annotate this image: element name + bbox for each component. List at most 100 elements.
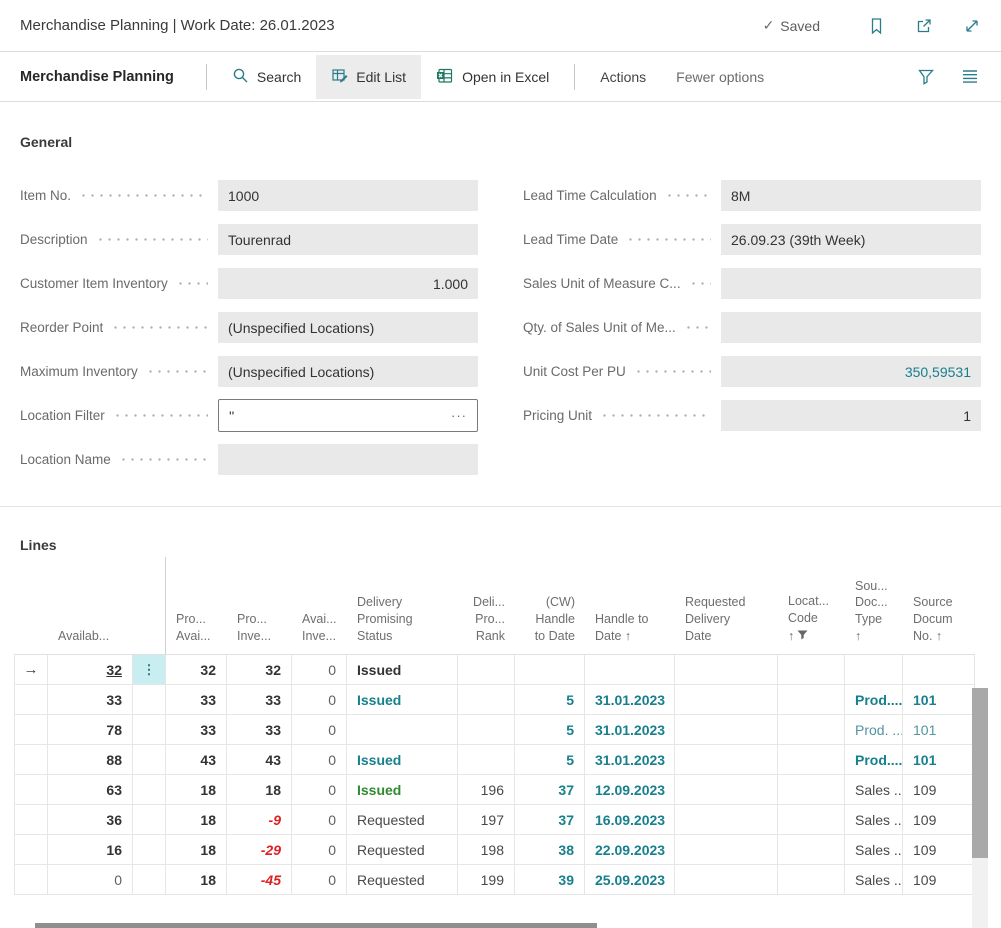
cell-cw-handle-to-date[interactable]: 37	[515, 805, 585, 835]
unit-cost-per-pu-value[interactable]: 350,59531	[721, 356, 981, 387]
cell-selector[interactable]	[14, 685, 48, 715]
cell-requested-delivery-date[interactable]	[675, 835, 778, 865]
actions-menu[interactable]: Actions	[600, 68, 647, 85]
reorder-point-value[interactable]: (Unspecified Locations)	[218, 312, 478, 343]
cell-delivery-promising-status[interactable]: Requested	[347, 835, 458, 865]
cell-location-code[interactable]	[778, 715, 845, 745]
cell-source-doc-type[interactable]: Sales ...	[845, 865, 903, 895]
sales-unit-of-measure-value[interactable]	[721, 268, 981, 299]
filter-icon[interactable]	[917, 68, 935, 85]
cell-delivery-promising-status[interactable]: Issued	[347, 655, 458, 685]
column-header-source-doc-no[interactable]: Source Docum No. ↑	[903, 557, 975, 655]
cell-cw-handle-to-date[interactable]: 37	[515, 775, 585, 805]
cell-requested-delivery-date[interactable]	[675, 805, 778, 835]
description-value[interactable]: Tourenrad	[218, 224, 478, 255]
cell-location-code[interactable]	[778, 865, 845, 895]
cell-cw-handle-to-date[interactable]: 38	[515, 835, 585, 865]
column-header-available-inventory[interactable]: Avai... Inve...	[292, 557, 347, 655]
cell-selector[interactable]: →	[14, 655, 48, 685]
cell-selector[interactable]	[14, 835, 48, 865]
cell-available[interactable]: 16	[48, 835, 133, 865]
cell-row-menu[interactable]	[133, 715, 166, 745]
column-header-requested-delivery-date[interactable]: Requested Delivery Date	[675, 557, 778, 655]
cell-requested-delivery-date[interactable]	[675, 685, 778, 715]
cell-handle-to-date[interactable]: 31.01.2023	[585, 715, 675, 745]
horizontal-scrollbar-thumb[interactable]	[35, 923, 597, 928]
list-icon[interactable]	[961, 69, 979, 84]
cell-delivery-promising-rank[interactable]	[458, 655, 515, 685]
column-header-source-doc-type[interactable]: Sou... Doc... Type ↑	[845, 557, 903, 655]
cell-projected-inventory[interactable]: 32	[227, 655, 292, 685]
location-name-value[interactable]	[218, 444, 478, 475]
cell-available[interactable]: 78	[48, 715, 133, 745]
cell-available-inventory[interactable]: 0	[292, 865, 347, 895]
cell-selector[interactable]	[14, 745, 48, 775]
cell-available-inventory[interactable]: 0	[292, 835, 347, 865]
assist-edit-button[interactable]: ···	[451, 408, 467, 423]
cell-cw-handle-to-date[interactable]: 5	[515, 685, 585, 715]
cell-available-inventory[interactable]: 0	[292, 745, 347, 775]
lead-time-date-value[interactable]: 26.09.23 (39th Week)	[721, 224, 981, 255]
cell-cw-handle-to-date[interactable]: 5	[515, 745, 585, 775]
cell-delivery-promising-status[interactable]: Requested	[347, 805, 458, 835]
lead-time-calculation-value[interactable]: 8M	[721, 180, 981, 211]
cell-source-doc-no[interactable]: 101	[903, 685, 975, 715]
cell-available[interactable]: 33	[48, 685, 133, 715]
cell-source-doc-no[interactable]: 109	[903, 835, 975, 865]
cell-source-doc-no[interactable]: 109	[903, 775, 975, 805]
cell-requested-delivery-date[interactable]	[675, 715, 778, 745]
cell-available[interactable]: 32	[48, 655, 133, 685]
cell-handle-to-date[interactable]: 25.09.2023	[585, 865, 675, 895]
cell-delivery-promising-status[interactable]: Issued	[347, 685, 458, 715]
cell-projected-inventory[interactable]: -45	[227, 865, 292, 895]
edit-list-button[interactable]: Edit List	[316, 54, 422, 99]
cell-source-doc-type[interactable]: Prod. ...	[845, 715, 903, 745]
cell-source-doc-type[interactable]	[845, 655, 903, 685]
cell-requested-delivery-date[interactable]	[675, 745, 778, 775]
location-filter-input[interactable]: '' ···	[218, 399, 478, 432]
cell-available[interactable]: 88	[48, 745, 133, 775]
cell-location-code[interactable]	[778, 805, 845, 835]
search-button[interactable]: Search	[217, 55, 316, 99]
cell-delivery-promising-status[interactable]	[347, 715, 458, 745]
cell-selector[interactable]	[14, 715, 48, 745]
vertical-scrollbar-thumb[interactable]	[972, 688, 988, 858]
column-header-projected-available[interactable]: Pro... Avai...	[166, 557, 227, 655]
cell-projected-inventory[interactable]: 43	[227, 745, 292, 775]
cell-available-inventory[interactable]: 0	[292, 685, 347, 715]
cell-handle-to-date[interactable]	[585, 655, 675, 685]
cell-delivery-promising-rank[interactable]	[458, 685, 515, 715]
cell-delivery-promising-rank[interactable]	[458, 715, 515, 745]
column-header-handle-to-date[interactable]: Handle to Date ↑	[585, 557, 675, 655]
cell-selector[interactable]	[14, 775, 48, 805]
cell-location-code[interactable]	[778, 745, 845, 775]
cell-source-doc-type[interactable]: Sales ...	[845, 775, 903, 805]
cell-delivery-promising-rank[interactable]	[458, 745, 515, 775]
cell-projected-available[interactable]: 18	[166, 865, 227, 895]
column-header-available[interactable]: Availab...	[48, 557, 133, 655]
cell-projected-inventory[interactable]: 18	[227, 775, 292, 805]
column-header-cw-handle-to-date[interactable]: (CW) Handle to Date	[515, 557, 585, 655]
cell-projected-available[interactable]: 33	[166, 715, 227, 745]
cell-requested-delivery-date[interactable]	[675, 775, 778, 805]
cell-location-code[interactable]	[778, 685, 845, 715]
cell-selector[interactable]	[14, 865, 48, 895]
cell-projected-available[interactable]: 32	[166, 655, 227, 685]
cell-source-doc-type[interactable]: Prod....	[845, 745, 903, 775]
cell-available[interactable]: 63	[48, 775, 133, 805]
cell-source-doc-no[interactable]: 109	[903, 865, 975, 895]
cell-location-code[interactable]	[778, 775, 845, 805]
cell-projected-available[interactable]: 18	[166, 775, 227, 805]
cell-source-doc-no[interactable]: 101	[903, 715, 975, 745]
cell-row-menu[interactable]	[133, 685, 166, 715]
open-in-excel-button[interactable]: Open in Excel	[421, 55, 564, 99]
bookmark-icon[interactable]	[868, 17, 885, 35]
cell-cw-handle-to-date[interactable]	[515, 655, 585, 685]
fewer-options-button[interactable]: Fewer options	[676, 68, 765, 85]
cell-source-doc-no[interactable]: 101	[903, 745, 975, 775]
cell-location-code[interactable]	[778, 835, 845, 865]
cell-available-inventory[interactable]: 0	[292, 655, 347, 685]
cell-available-inventory[interactable]: 0	[292, 715, 347, 745]
qty-sales-unit-of-measure-value[interactable]	[721, 312, 981, 343]
column-header-delivery-promising-status[interactable]: Delivery Promising Status	[347, 557, 458, 655]
